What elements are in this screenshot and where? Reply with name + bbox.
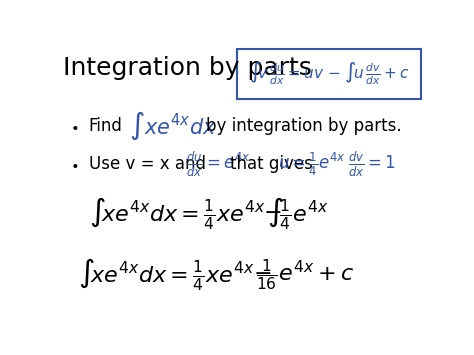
- Text: $\bullet$: $\bullet$: [70, 157, 79, 171]
- Text: $\int\!\frac{1}{4}e^{4x}$: $\int\!\frac{1}{4}e^{4x}$: [267, 195, 328, 231]
- Text: Find: Find: [89, 117, 122, 135]
- Text: Integration by parts: Integration by parts: [63, 56, 312, 80]
- FancyBboxPatch shape: [237, 49, 421, 99]
- Text: $\int\!v\,\frac{du}{dx} = uv\ \mathsf{-}\ \int\!u\,\frac{dv}{dx} + c$: $\int\!v\,\frac{du}{dx} = uv\ \mathsf{-}…: [249, 61, 410, 87]
- Text: $\int\!xe^{4x}dx = \frac{1}{4}xe^{4x}$: $\int\!xe^{4x}dx = \frac{1}{4}xe^{4x}$: [89, 195, 265, 231]
- Text: $\frac{du}{dx} = e^{4x}$: $\frac{du}{dx} = e^{4x}$: [186, 150, 251, 179]
- Text: that gives: that gives: [230, 155, 313, 173]
- Text: $u = \frac{1}{4}e^{4x}$: $u = \frac{1}{4}e^{4x}$: [278, 151, 346, 178]
- Text: by integration by parts.: by integration by parts.: [206, 117, 402, 135]
- Text: $\bullet$: $\bullet$: [70, 119, 79, 133]
- Text: $\frac{dv}{dx} = 1$: $\frac{dv}{dx} = 1$: [347, 150, 395, 179]
- Text: $\int xe^{4x}dx$: $\int xe^{4x}dx$: [129, 110, 217, 142]
- Text: $-$: $-$: [253, 262, 271, 282]
- Text: $\int\!xe^{4x}dx = \frac{1}{4}xe^{4x}$: $\int\!xe^{4x}dx = \frac{1}{4}xe^{4x}$: [78, 257, 254, 293]
- Text: $\frac{1}{16}e^{4x} + c$: $\frac{1}{16}e^{4x} + c$: [256, 257, 354, 293]
- Text: $-$: $-$: [263, 201, 282, 221]
- Text: Use v = x and: Use v = x and: [89, 155, 206, 173]
